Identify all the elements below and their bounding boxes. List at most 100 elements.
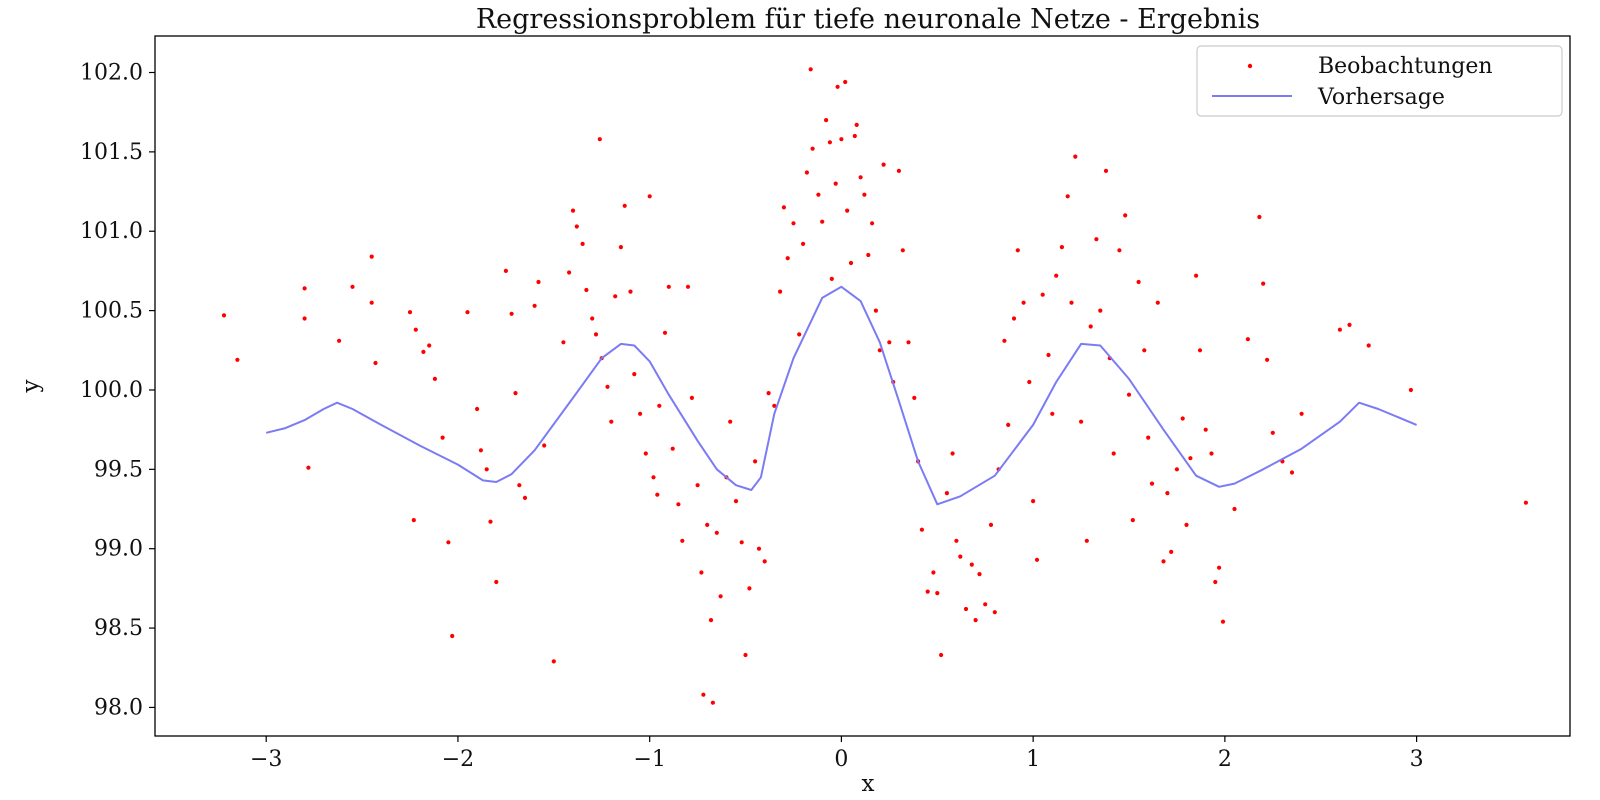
observation-point-196: [1523, 500, 1528, 505]
observation-point-103: [852, 133, 857, 139]
observation-point-116: [906, 340, 911, 345]
observation-point-87: [797, 332, 802, 337]
observation-point-66: [701, 692, 706, 697]
observation-point-136: [1002, 338, 1007, 343]
observation-point-15: [440, 435, 445, 440]
observation-point-51: [638, 411, 643, 416]
y-tick-label-6: 101.0: [80, 219, 143, 244]
observation-point-165: [1142, 348, 1147, 353]
observation-point-58: [666, 284, 671, 289]
observation-point-10: [407, 310, 413, 315]
observation-point-31: [536, 279, 541, 285]
observation-point-129: [969, 562, 974, 567]
observation-point-71: [718, 594, 723, 599]
observation-point-127: [958, 554, 963, 559]
observation-point-50: [632, 372, 637, 377]
observation-point-114: [896, 168, 902, 173]
observation-point-126: [954, 538, 959, 543]
observation-point-41: [593, 332, 599, 337]
y-tick-label-0: 98.0: [94, 695, 143, 720]
observation-point-49: [628, 289, 633, 294]
observation-point-75: [739, 540, 744, 545]
observation-point-22: [484, 467, 489, 472]
x-tick-label-6: 3: [1410, 747, 1424, 772]
observation-point-173: [1180, 416, 1185, 421]
observation-point-5: [337, 338, 342, 343]
prediction-line: [265, 285, 1417, 506]
line-layer: [265, 285, 1417, 506]
observation-point-124: [944, 491, 950, 496]
observation-point-143: [1034, 557, 1040, 562]
observation-point-150: [1069, 300, 1074, 305]
observation-point-44: [605, 384, 610, 389]
observation-point-147: [1054, 273, 1059, 278]
observation-point-16: [411, 518, 416, 523]
observation-point-99: [839, 137, 844, 142]
observation-point-194: [1366, 343, 1371, 348]
observation-point-152: [1079, 419, 1084, 424]
observation-point-85: [785, 256, 790, 261]
observation-point-137: [1006, 422, 1011, 427]
observation-point-7: [369, 254, 374, 259]
observation-point-169: [1161, 559, 1166, 564]
x-tick-label-1: −2: [442, 747, 474, 772]
observation-point-59: [670, 446, 675, 451]
observation-point-20: [475, 406, 480, 412]
observation-point-6: [350, 284, 355, 289]
observation-point-47: [618, 245, 624, 250]
observation-point-57: [662, 330, 668, 335]
observation-point-89: [804, 170, 810, 175]
observation-point-191: [1299, 411, 1304, 416]
observation-point-175: [1188, 456, 1193, 461]
legend-observations-label: Beobachtungen: [1318, 54, 1493, 79]
observation-point-134: [992, 610, 997, 615]
legend-observations-marker: [1247, 63, 1253, 69]
observation-point-96: [829, 276, 834, 281]
chart-title: Regressionsproblem für tiefe neuronale N…: [476, 4, 1260, 35]
observation-point-98: [835, 84, 840, 89]
observation-point-90: [808, 67, 813, 72]
observation-point-100: [843, 79, 848, 85]
observation-point-91: [810, 146, 815, 151]
observation-point-149: [1065, 194, 1070, 199]
observation-point-162: [1126, 392, 1132, 397]
observation-point-187: [1265, 357, 1270, 362]
observation-point-168: [1155, 300, 1160, 305]
observation-point-86: [791, 221, 796, 226]
observation-point-34: [561, 340, 566, 345]
observation-point-0: [221, 313, 227, 318]
observation-point-174: [1184, 522, 1189, 528]
observation-point-80: [762, 559, 767, 564]
observation-point-123: [939, 652, 944, 658]
observation-point-154: [1088, 324, 1093, 329]
legend-box: [1196, 45, 1563, 117]
observation-point-77: [747, 586, 752, 591]
observation-point-109: [873, 308, 879, 313]
observation-point-148: [1059, 245, 1064, 250]
observation-point-55: [655, 492, 660, 497]
observation-point-172: [1174, 467, 1179, 472]
legend-prediction-label: Vorhersage: [1317, 85, 1445, 110]
observation-point-19: [465, 310, 470, 315]
observation-point-97: [833, 181, 838, 186]
observation-point-146: [1050, 411, 1055, 416]
observation-point-40: [590, 316, 595, 321]
observation-point-131: [977, 572, 982, 577]
y-tick-label-5: 100.5: [80, 299, 143, 324]
observation-point-178: [1203, 427, 1208, 432]
observation-point-160: [1117, 248, 1122, 253]
observation-point-170: [1165, 491, 1170, 496]
observation-point-63: [689, 395, 695, 400]
observation-point-138: [1011, 316, 1017, 321]
observation-point-186: [1261, 281, 1266, 286]
observation-point-4: [306, 465, 311, 470]
observation-point-52: [643, 451, 648, 456]
observation-point-79: [756, 546, 762, 551]
observation-point-166: [1146, 435, 1151, 440]
observation-point-157: [1103, 168, 1109, 173]
observation-point-190: [1289, 470, 1295, 475]
observation-point-117: [912, 395, 917, 400]
observation-point-21: [478, 448, 483, 453]
observation-point-159: [1111, 451, 1116, 456]
